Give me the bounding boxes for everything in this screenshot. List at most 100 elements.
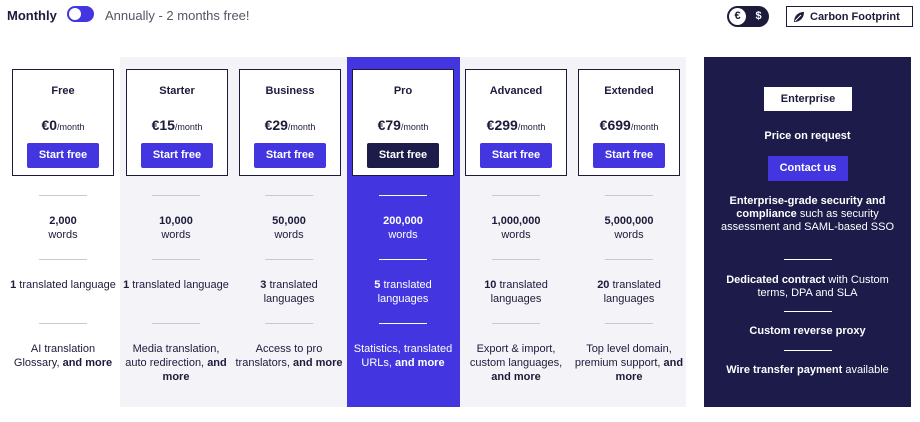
- wire-details: available: [845, 364, 889, 376]
- top-bar: Monthly Annually - 2 months free! € $ Ca…: [0, 0, 920, 34]
- and-more-link[interactable]: and more: [615, 357, 684, 383]
- divider: [265, 195, 313, 196]
- words-unit: words: [501, 229, 531, 241]
- billing-annual-label[interactable]: Annually - 2 months free!: [105, 8, 250, 23]
- plan-name: Business: [265, 85, 315, 97]
- start-free-button[interactable]: Start free: [593, 143, 665, 168]
- words-count: 10,000: [159, 215, 193, 227]
- features-text: Media translation, auto redirection,: [125, 343, 220, 369]
- proxy-label: Custom reverse proxy: [749, 325, 866, 337]
- plan-card-starter: Starter €15/month Start free: [126, 69, 228, 176]
- and-more-link[interactable]: and more: [292, 357, 343, 369]
- divider: [379, 195, 427, 196]
- divider: [605, 195, 653, 196]
- languages-count: 1: [10, 279, 17, 291]
- divider: [492, 195, 540, 196]
- leaf-icon: [794, 11, 804, 22]
- start-free-button[interactable]: Start free: [27, 143, 99, 168]
- price-period: /month: [57, 122, 85, 132]
- words-count: 200,000: [383, 215, 423, 227]
- plan-price: €29/month: [240, 117, 340, 135]
- divider: [605, 259, 653, 260]
- start-free-button[interactable]: Start free: [367, 143, 439, 168]
- languages-label: translated language: [132, 279, 229, 291]
- divider: [39, 323, 87, 324]
- languages-label: translated languages: [377, 279, 432, 305]
- plan-features: AI translation Glossary, and more: [8, 342, 118, 370]
- currency-usd-option[interactable]: $: [755, 10, 762, 22]
- divider: [784, 350, 832, 351]
- contract-highlight: Dedicated contract: [726, 274, 826, 286]
- start-free-button[interactable]: Start free: [480, 143, 552, 168]
- plan-name: Pro: [393, 85, 413, 97]
- divider: [784, 259, 832, 260]
- carbon-footprint-label: Carbon Footprint: [810, 10, 900, 23]
- and-more-link[interactable]: and more: [62, 357, 113, 369]
- plan-features: Media translation, auto redirection, and…: [121, 342, 231, 384]
- languages-label: translated languages: [603, 279, 661, 305]
- security-details: such as security assessment and SAML-bas…: [720, 208, 895, 233]
- languages-quota: 10 translated languages: [461, 278, 571, 306]
- languages-count: 5: [374, 279, 381, 291]
- divider: [784, 311, 832, 312]
- price-amount: €79: [377, 117, 401, 133]
- features-text: Top level domain, premium support,: [574, 343, 672, 369]
- enterprise-security: Enterprise-grade security and compliance…: [716, 195, 899, 234]
- price-amount: €699: [599, 117, 631, 133]
- price-amount: €15: [151, 117, 175, 133]
- start-free-button[interactable]: Start free: [141, 143, 213, 168]
- plan-name: Advanced: [489, 85, 543, 97]
- price-period: /month: [174, 122, 203, 132]
- toggle-knob: [69, 8, 81, 20]
- and-more-link[interactable]: and more: [491, 371, 541, 383]
- plan-card-free: Free €0/month Start free: [12, 69, 114, 176]
- price-period: /month: [517, 122, 546, 132]
- billing-monthly-label[interactable]: Monthly: [7, 8, 57, 23]
- divider: [39, 195, 87, 196]
- words-unit: words: [274, 229, 304, 241]
- and-more-link[interactable]: and more: [162, 357, 227, 383]
- languages-quota: 5 translated languages: [348, 278, 458, 306]
- and-more-link[interactable]: and more: [395, 357, 445, 369]
- divider: [605, 323, 653, 324]
- features-text: Export & import, custom languages,: [469, 343, 563, 369]
- enterprise-column: [704, 57, 911, 407]
- contact-us-button[interactable]: Contact us: [768, 156, 848, 181]
- currency-switch[interactable]: € $: [727, 6, 769, 27]
- words-unit: words: [388, 229, 418, 241]
- price-period: /month: [400, 122, 429, 132]
- enterprise-price: Price on request: [764, 130, 851, 142]
- words-quota: 10,000 words: [121, 214, 231, 242]
- start-free-button[interactable]: Start free: [254, 143, 326, 168]
- divider: [152, 323, 200, 324]
- divider: [152, 195, 200, 196]
- currency-eur-option[interactable]: €: [729, 8, 746, 25]
- divider: [379, 323, 427, 324]
- plan-price: €0/month: [13, 117, 113, 135]
- words-count: 50,000: [272, 215, 306, 227]
- price-amount: €0: [41, 117, 58, 133]
- enterprise-wire-transfer: Wire transfer payment available: [716, 364, 899, 377]
- languages-count: 10: [484, 279, 497, 291]
- security-highlight: Enterprise-grade security and compliance: [729, 195, 886, 220]
- words-quota: 5,000,000 words: [574, 214, 684, 242]
- billing-period-toggle[interactable]: [67, 6, 94, 22]
- divider: [265, 259, 313, 260]
- carbon-footprint-button[interactable]: Carbon Footprint: [786, 6, 913, 27]
- languages-quota: 3 translated languages: [234, 278, 344, 306]
- plan-features: Access to pro translators, and more: [234, 342, 344, 370]
- enterprise-plan-name: Enterprise: [764, 87, 852, 111]
- words-quota: 200,000 words: [348, 214, 458, 242]
- languages-count: 3: [260, 279, 267, 291]
- plan-card-extended: Extended €699/month Start free: [578, 69, 680, 176]
- words-quota: 2,000 words: [8, 214, 118, 242]
- price-period: /month: [287, 122, 316, 132]
- wire-highlight: Wire transfer payment: [726, 364, 843, 376]
- plan-price: €79/month: [353, 117, 453, 135]
- languages-quota: 1 translated language: [8, 278, 118, 292]
- features-text: AI translation Glossary,: [13, 343, 96, 369]
- languages-label: translated languages: [490, 279, 548, 305]
- price-period: /month: [630, 122, 659, 132]
- words-unit: words: [614, 229, 644, 241]
- plan-features: Statistics, translated URLs, and more: [348, 342, 458, 370]
